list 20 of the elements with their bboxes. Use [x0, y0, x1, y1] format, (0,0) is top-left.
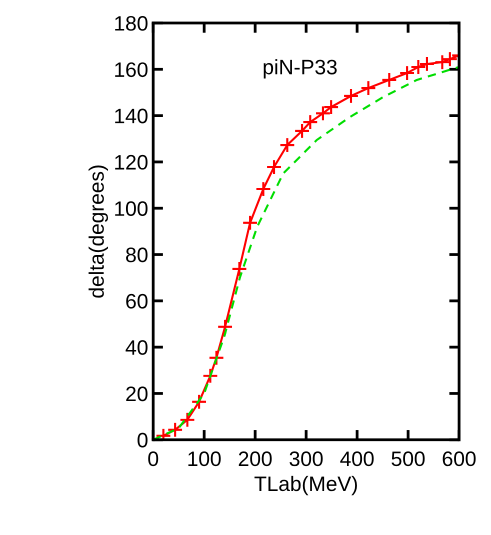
y-tick-label: 120	[115, 154, 148, 170]
y-tick-label: 100	[115, 201, 148, 216]
x-axis-title: TLab(MeV)	[254, 476, 357, 496]
y-tick-label: 80	[126, 248, 148, 262]
x-tick-label: 500	[392, 451, 425, 466]
annotation: piN-P33	[264, 59, 337, 79]
x-tick-label: 300	[290, 451, 323, 466]
x-tick-label: 200	[238, 451, 272, 466]
x-tick-label: 400	[340, 451, 374, 466]
y-tick-label: 140	[115, 108, 148, 124]
x-tick-label: 0	[148, 451, 158, 466]
y-tick-label: 40	[126, 340, 148, 355]
y-axis-title: delta(degrees)	[88, 166, 108, 298]
y-tick-label: 0	[138, 432, 148, 448]
y-tick-label: 60	[126, 294, 148, 309]
x-tick-label: 600	[442, 451, 476, 466]
x-tick-label: 100	[188, 451, 221, 466]
y-tick-label: 180	[115, 16, 148, 31]
y-tick-label: 20	[126, 386, 148, 402]
y-tick-label: 160	[115, 62, 148, 78]
